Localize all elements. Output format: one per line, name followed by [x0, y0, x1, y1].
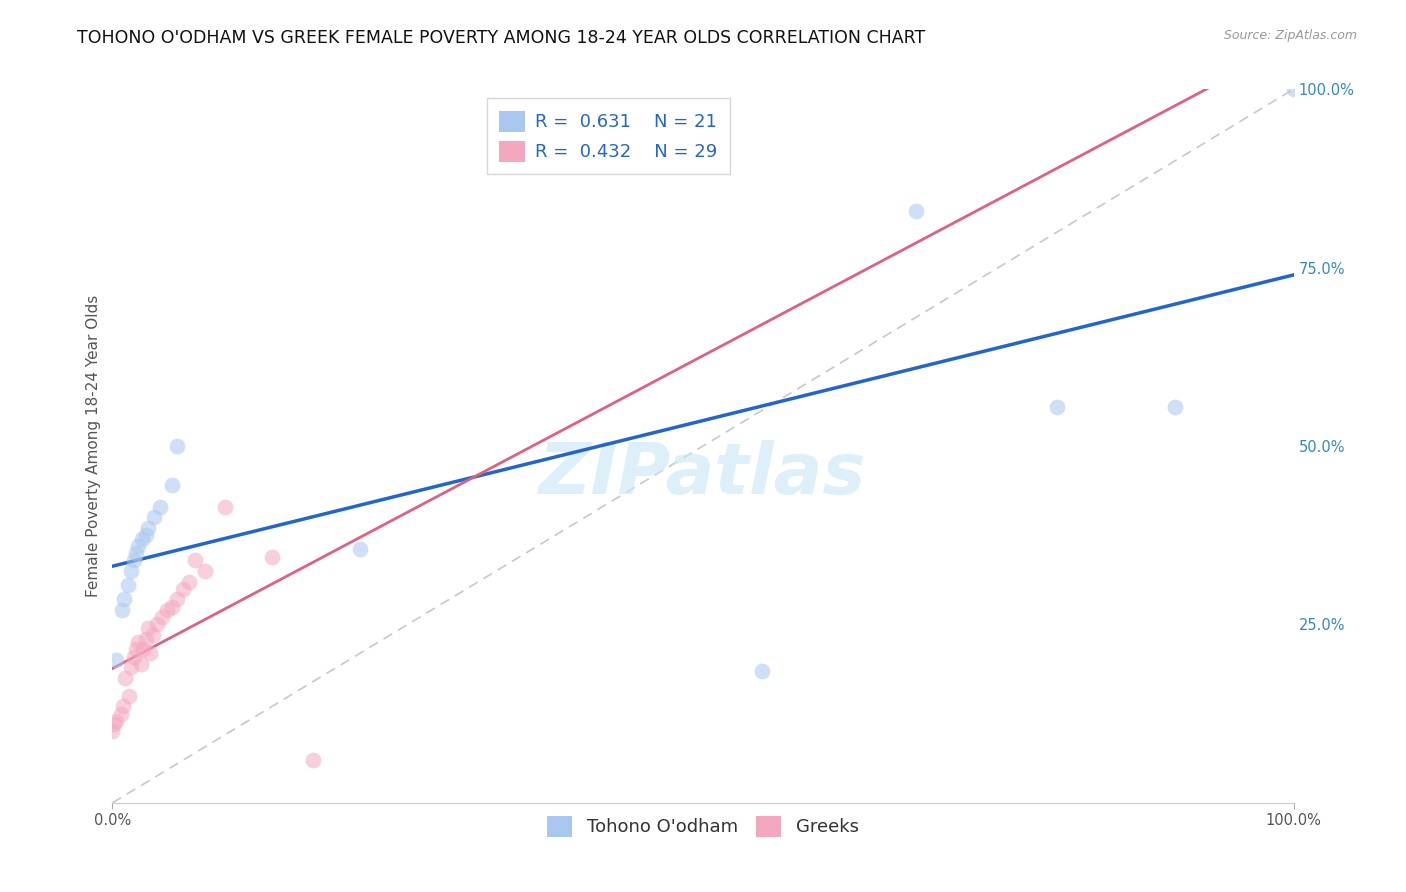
Point: [166, 439, 188, 453]
Point: [904, 203, 927, 218]
Point: [160, 478, 183, 492]
Point: [127, 635, 149, 649]
Point: [194, 564, 217, 578]
Point: [120, 660, 142, 674]
Text: TOHONO O'ODHAM VS GREEK FEMALE POVERTY AMONG 18-24 YEAR OLDS CORRELATION CHART: TOHONO O'ODHAM VS GREEK FEMALE POVERTY A…: [77, 29, 925, 47]
Point: [150, 610, 173, 624]
Point: [149, 500, 172, 514]
Point: [122, 553, 145, 567]
Point: [1046, 400, 1069, 414]
Point: [125, 642, 148, 657]
Point: [136, 621, 159, 635]
Point: [260, 549, 283, 564]
Point: [160, 599, 183, 614]
Text: ZIPatlas: ZIPatlas: [540, 440, 866, 509]
Point: [120, 564, 142, 578]
Point: [132, 642, 155, 657]
Point: [125, 546, 148, 560]
Point: [105, 653, 128, 667]
Point: [110, 706, 132, 721]
Point: [117, 578, 139, 592]
Point: [131, 532, 153, 546]
Point: [136, 521, 159, 535]
Point: [751, 664, 773, 678]
Point: [172, 582, 194, 596]
Point: [101, 724, 124, 739]
Point: [214, 500, 236, 514]
Point: [122, 649, 145, 664]
Point: [135, 632, 157, 646]
Point: [118, 689, 141, 703]
Point: [142, 510, 165, 524]
Point: [114, 671, 136, 685]
Point: [1282, 82, 1305, 96]
Point: [129, 657, 152, 671]
Point: [349, 542, 371, 557]
Point: [139, 646, 162, 660]
Point: [156, 603, 179, 617]
Point: [112, 592, 135, 607]
Point: [112, 699, 135, 714]
Point: [111, 603, 134, 617]
Point: [142, 628, 165, 642]
Point: [179, 574, 201, 589]
Point: [105, 714, 128, 728]
Point: [184, 553, 207, 567]
Point: [146, 617, 169, 632]
Point: [127, 539, 149, 553]
Point: [302, 753, 325, 767]
Legend: Tohono O'odham, Greeks: Tohono O'odham, Greeks: [540, 808, 866, 844]
Point: [103, 717, 125, 731]
Y-axis label: Female Poverty Among 18-24 Year Olds: Female Poverty Among 18-24 Year Olds: [86, 295, 101, 597]
Point: [166, 592, 188, 607]
Text: Source: ZipAtlas.com: Source: ZipAtlas.com: [1223, 29, 1357, 43]
Point: [1164, 400, 1187, 414]
Point: [135, 528, 157, 542]
